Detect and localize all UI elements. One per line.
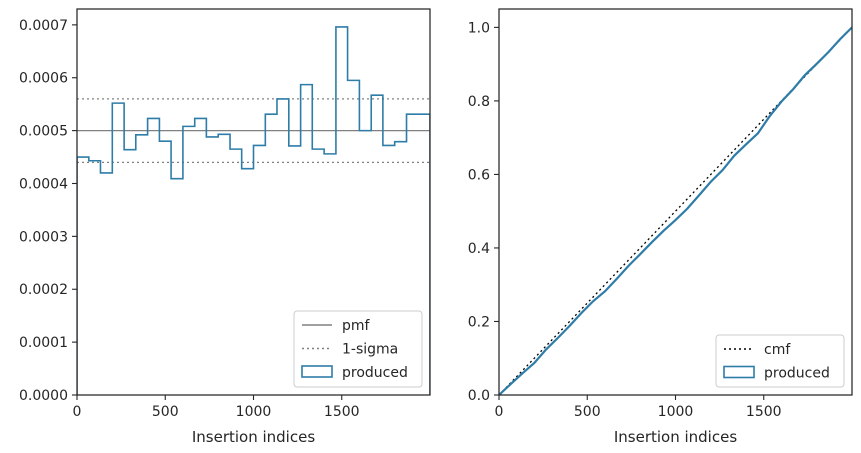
x-tick-label: 500: [152, 404, 179, 420]
y-tick-label: 0.0: [468, 388, 490, 404]
y-tick-label: 0.6: [468, 167, 490, 183]
y-tick-label: 0.0003: [19, 229, 68, 245]
legend-label: 1-sigma: [342, 342, 398, 358]
y-tick-label: 0.0000: [19, 388, 68, 404]
legend-swatch: [301, 365, 333, 378]
legend-box: [293, 310, 423, 388]
legend: pmf 1-sigma produced: [293, 310, 423, 388]
left-chart-pmf: 0 500 1000 1500 0.0000 0.0001 0.0002 0.0003 0.00…: [19, 8, 431, 446]
y-tick-label: 1.0: [468, 20, 490, 36]
y-tick-label: 0.0005: [19, 124, 68, 140]
y-tick-label: 0.4: [468, 241, 490, 257]
x-tick-label: 1000: [236, 404, 272, 420]
x-axis-label: Insertion indices: [192, 428, 315, 446]
y-tick-label: 0.8: [468, 94, 490, 110]
plot-area: [77, 26, 430, 395]
legend-box: [715, 334, 845, 388]
legend-label: produced: [342, 365, 408, 381]
y-tick-label: 0.0004: [19, 176, 68, 192]
x-tick-label: 500: [574, 404, 601, 420]
legend: cmf produced: [715, 334, 845, 388]
plot-area: [499, 26, 852, 395]
x-tick-label: 0: [73, 404, 82, 420]
y-tick-label: 0.0007: [19, 18, 68, 34]
x-tick-label: 1500: [746, 404, 782, 420]
produced-line: [499, 26, 852, 395]
legend-label: cmf: [764, 342, 791, 358]
legend-swatch: [723, 365, 755, 379]
y-tick-label: 0.0006: [19, 71, 68, 87]
legend-label: pmf: [342, 318, 371, 334]
right-chart-cmf: 0 500 1000 1500 0.0 0.2 0.4 0.6 0.8 1.0 Insertion …: [468, 8, 853, 446]
legend-label: produced: [764, 366, 830, 382]
x-tick-label: 1500: [324, 404, 360, 420]
x-tick-label: 1000: [658, 404, 694, 420]
x-axis-label: Insertion indices: [614, 428, 737, 446]
x-tick-label: 0: [495, 404, 504, 420]
y-tick-label: 0.0001: [19, 335, 68, 351]
produced-histogram: [77, 26, 430, 395]
y-tick-label: 0.0002: [19, 282, 68, 298]
y-tick-label: 0.2: [468, 314, 490, 330]
